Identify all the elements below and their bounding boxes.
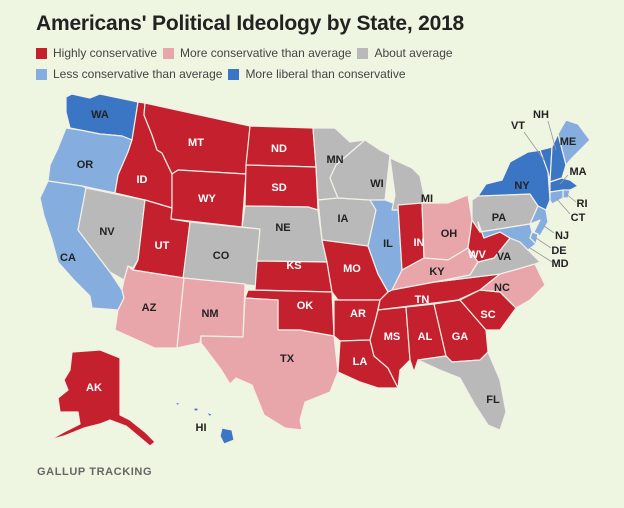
state-label-mt: MT (188, 137, 204, 149)
state-label-nh: NH (533, 109, 549, 121)
legend-swatch (357, 47, 369, 59)
state-label-tn: TN (415, 294, 430, 306)
state-ak (49, 349, 156, 447)
state-label-ne: NE (275, 222, 290, 234)
leader-line-ri (565, 193, 577, 203)
legend-item-about-average: About average (357, 46, 453, 60)
state-tx (200, 297, 339, 431)
state-label-sd: SD (271, 182, 286, 194)
state-label-nv: NV (99, 226, 115, 238)
state-label-vt: VT (511, 120, 525, 132)
state-label-la: LA (353, 356, 368, 368)
state-label-md: MD (551, 258, 568, 270)
state-fl (417, 351, 507, 431)
legend-label: More liberal than conservative (245, 67, 406, 81)
legend-swatch (36, 47, 47, 59)
state-label-ca: CA (60, 252, 76, 264)
state-label-ut: UT (155, 240, 170, 252)
state-label-ia: IA (338, 213, 349, 225)
state-label-sc: SC (480, 309, 495, 321)
state-label-co: CO (213, 250, 230, 262)
chart-title: Americans' Political Ideology by State, … (36, 12, 465, 35)
legend-item-less-conservative: Less conservative than average (36, 67, 222, 81)
state-label-va: VA (497, 251, 512, 263)
state-label-ks: KS (286, 260, 301, 272)
state-label-ga: GA (452, 331, 469, 343)
legend-label: Less conservative than average (53, 67, 223, 81)
state-me (557, 119, 591, 166)
state-label-mo: MO (343, 263, 361, 275)
state-label-me: ME (560, 136, 577, 148)
state-label-tx: TX (280, 353, 295, 365)
state-label-mi: MI (421, 193, 433, 205)
state-label-fl: FL (486, 394, 500, 406)
leader-line-ct (555, 197, 571, 215)
legend-row-1: Highly conservative More conservative th… (36, 46, 459, 60)
leader-line-de (535, 237, 552, 249)
state-label-mn: MN (326, 154, 343, 166)
state-mi (389, 157, 426, 211)
state-label-id: ID (137, 174, 148, 186)
state-hi (175, 401, 235, 445)
leader-line-nj (543, 225, 555, 234)
legend-item-more-conservative: More conservative than average (163, 46, 351, 60)
legend-label: About average (374, 46, 453, 60)
source-footer: GALLUP TRACKING (37, 466, 153, 478)
legend-label: More conservative than average (180, 46, 352, 60)
leader-line-vt (523, 131, 545, 161)
state-md (477, 221, 537, 251)
state-label-hi: HI (196, 422, 207, 434)
legend-swatch (228, 68, 240, 80)
state-label-az: AZ (142, 302, 157, 314)
leader-line-md (529, 247, 553, 263)
state-label-de: DE (551, 245, 566, 257)
legend-label: Highly conservative (53, 46, 158, 60)
state-label-nj: NJ (555, 230, 569, 242)
state-label-wa: WA (91, 109, 109, 121)
state-ms (369, 306, 411, 389)
state-label-in: IN (414, 237, 425, 249)
state-label-nd: ND (271, 143, 287, 155)
leader-line-nh (547, 120, 557, 151)
state-label-ok: OK (297, 300, 314, 312)
state-label-wi: WI (370, 178, 383, 190)
state-label-al: AL (418, 331, 433, 343)
state-ct (549, 189, 564, 205)
state-label-ma: MA (569, 166, 586, 178)
state-label-ky: KY (429, 266, 445, 278)
state-label-il: IL (383, 238, 393, 250)
state-label-pa: PA (492, 212, 507, 224)
state-label-wv: WV (468, 249, 486, 261)
legend-item-highly-conservative: Highly conservative (36, 46, 157, 60)
legend-item-more-liberal: More liberal than conservative (228, 67, 406, 81)
legend-row-2: Less conservative than average More libe… (36, 67, 412, 81)
state-label-wy: WY (198, 193, 216, 205)
state-label-ar: AR (350, 308, 366, 320)
legend-swatch (36, 68, 47, 80)
state-label-ny: NY (514, 180, 530, 192)
state-label-oh: OH (441, 228, 458, 240)
state-nh (549, 133, 567, 183)
state-label-nm: NM (201, 308, 218, 320)
state-label-ri: RI (577, 198, 588, 210)
leader-line-ma (559, 174, 569, 185)
state-label-ct: CT (571, 212, 586, 224)
state-label-nc: NC (494, 282, 510, 294)
state-nc (457, 263, 546, 309)
state-label-ak: AK (86, 382, 102, 394)
state-label-ms: MS (384, 331, 401, 343)
legend-swatch (163, 47, 175, 59)
state-label-or: OR (77, 159, 94, 171)
